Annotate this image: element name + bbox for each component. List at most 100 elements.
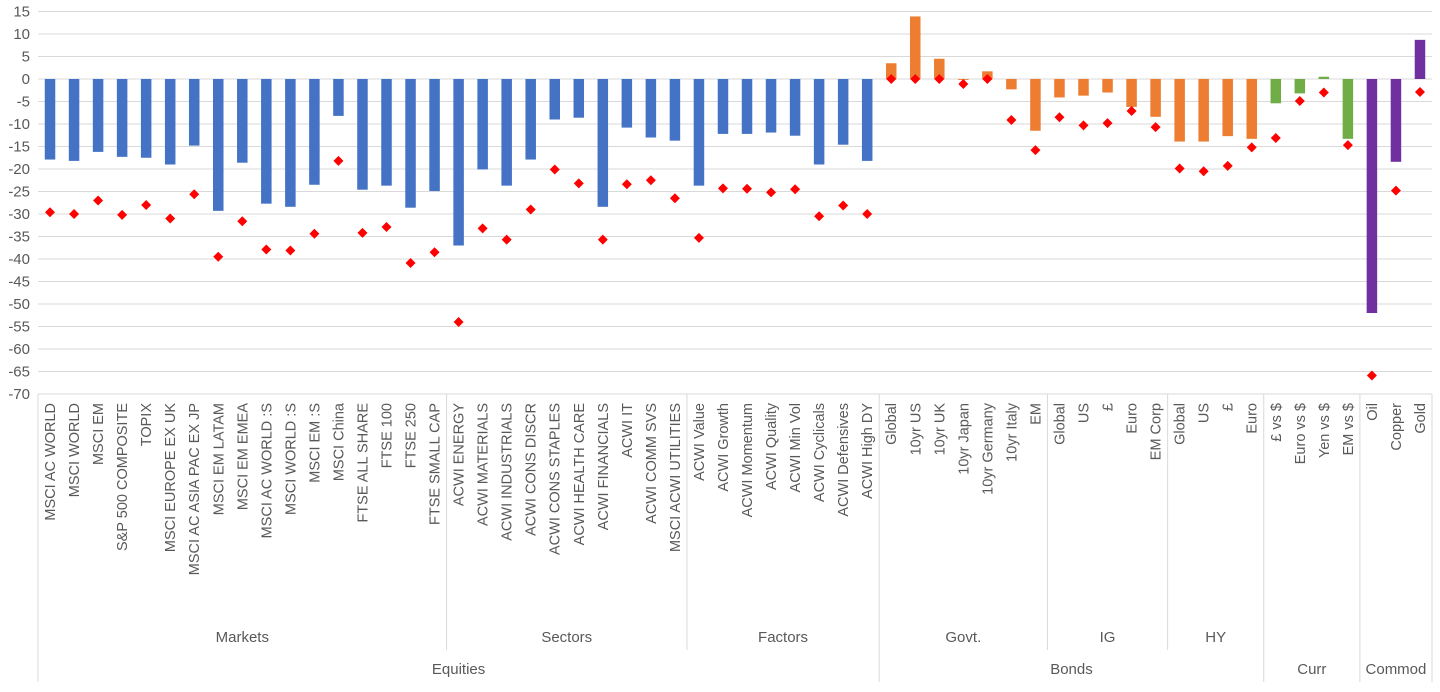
bar [44,79,56,160]
category-label: MSCI EM LATAM [211,403,227,515]
diamond-marker [1054,112,1065,123]
diamond-marker [405,258,416,269]
diamond-marker [261,244,272,255]
category-label: 10yr UK [932,403,948,456]
diamond-marker [1390,185,1401,196]
category-label: FTSE SMALL CAP [428,403,444,525]
diamond-marker [621,179,632,190]
category-label: Global [1173,403,1189,445]
bar [1366,79,1378,313]
category-label: US [1197,403,1213,423]
bar [597,79,609,207]
bar [741,79,753,134]
category-label: Global [884,403,900,445]
category-label: MSCI EM EMEA [235,403,251,510]
diamond-marker [141,200,152,210]
diamond-marker [309,228,320,239]
category-label: EM Corp [1149,403,1165,460]
diamond-marker [1078,120,1089,131]
y-tick-label: -5 [17,94,30,111]
category-label: ACWI Momentum [740,403,756,517]
diamond-marker [573,178,584,189]
diamond-marker [1294,96,1305,107]
bar [357,79,368,190]
category-label: 10yr US [908,403,924,455]
bar [285,79,296,207]
bar [213,79,224,211]
diamond-marker [69,209,80,219]
y-tick-label: 0 [22,71,30,88]
category-label: £ [1221,403,1237,411]
diamond-marker [1030,145,1041,156]
bar [477,79,488,170]
diamond-marker [453,317,464,327]
bar [68,79,80,161]
group-label: Bonds [1050,661,1093,678]
bar [1078,79,1089,96]
category-label: Oil [1365,403,1381,421]
category-label: MSCI EM [91,403,107,465]
bar [765,79,777,133]
y-tick-label: -65 [8,364,30,381]
bar [1126,79,1137,107]
bar [525,79,536,160]
category-label: ACWI INDUSTRIALS [500,403,516,541]
bar [1294,79,1306,94]
y-tick-label: -25 [8,184,30,201]
bar [885,63,897,79]
bar [669,79,681,141]
diamond-marker [814,211,825,222]
y-tick-label: -55 [8,319,30,336]
diamond-marker [189,189,200,200]
category-label: EM vs $ [1341,403,1357,455]
y-axis-tick-labels: 15 10 5 0 -5 -10 -15 -20 -25 -30 -35 -40 -45 -50 -55 -6… [8,4,30,404]
bar [405,79,416,208]
category-label: ACWI Growth [716,403,732,492]
bar [621,79,633,128]
bar [164,79,176,165]
bar [693,79,705,186]
y-tick-label: -30 [8,206,30,223]
category-label: S&P 500 COMPOSITE [115,403,131,551]
category-label: ACWI Cyclicals [812,403,828,502]
bar [1270,79,1282,104]
diamond-marker [958,78,969,89]
diamond-marker [477,223,488,234]
category-label: ACWI FINANCIALS [596,403,612,530]
bar [549,79,560,120]
category-label: FTSE ALL SHARE [355,403,371,523]
y-tick-label: -15 [8,139,30,156]
bar [116,79,128,157]
category-label: ACWI Min Vol [788,403,804,492]
category-label: ACWI IT [620,403,636,458]
category-label: Copper [1389,403,1405,451]
diamond-marker [982,74,993,84]
diamond-marker [790,184,801,195]
bar [813,79,825,165]
diamond-marker [549,164,560,175]
y-tick-label: -60 [8,341,30,358]
diamond-marker [1414,87,1425,98]
category-label: ACWI ENERGY [452,403,468,506]
subgroup-label: IG [1100,629,1116,646]
category-label: ACWI HEALTH CARE [572,403,588,546]
y-tick-label: 5 [22,49,30,66]
subgroup-label: Sectors [541,629,592,646]
bar-series [44,16,1426,313]
bar [1006,79,1017,90]
category-label: ACWI Value [692,403,708,481]
bar [1222,79,1233,137]
diamond-marker [501,234,512,245]
category-label: 10yr Germany [980,402,996,495]
category-axis: MSCI AC WORLD MSCI WORLD MSCI EM S&P 500 CO… [37,393,1433,682]
bar [333,79,344,116]
category-label: MSCI AC WORLD :S [259,403,275,538]
category-label: 10yr Italy [1004,402,1020,462]
diamond-marker [357,227,368,238]
diamond-marker [669,193,680,204]
bar [1246,79,1257,139]
bar [573,79,585,118]
gridlines [38,11,1432,372]
diamond-marker [525,204,536,215]
category-label: FTSE 100 [380,403,396,468]
